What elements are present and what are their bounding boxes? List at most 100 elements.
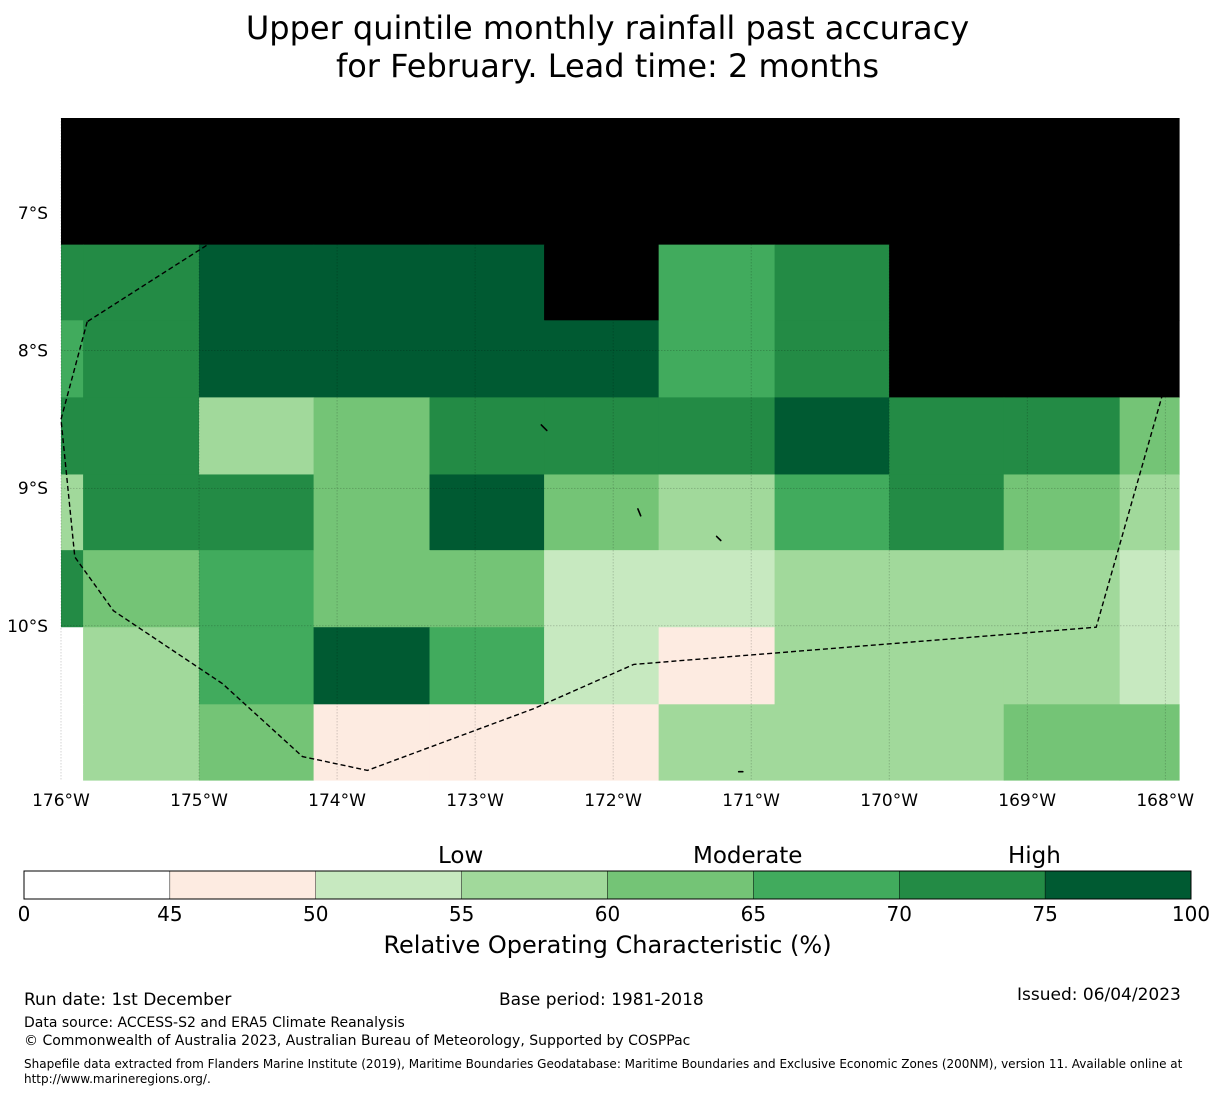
longitude-label: 171°W (722, 791, 780, 811)
longitude-label: 172°W (584, 791, 642, 811)
colorbar-tick-label: 100 (1171, 902, 1211, 926)
grid-cell (83, 550, 200, 628)
grid-cell (889, 244, 1005, 321)
colorbar-axis-label: Relative Operating Characteristic (%) (383, 931, 832, 959)
grid-cell (1003, 550, 1121, 628)
grid-cell (658, 397, 776, 476)
grid-cell (1119, 474, 1180, 551)
grid-cell (544, 244, 660, 321)
grid-cell (83, 118, 200, 246)
grid-cell (1003, 704, 1121, 781)
grid-cell (544, 550, 660, 628)
grid-cell (429, 474, 545, 551)
grid-cell (61, 474, 84, 551)
grid-cell (83, 627, 200, 705)
grid-cell (429, 397, 545, 476)
grid-cell (429, 627, 545, 705)
grid-cell (313, 550, 431, 628)
grid-cell (658, 704, 776, 781)
grid-cell (774, 474, 890, 551)
grid-cell (544, 704, 660, 781)
grid-cell (199, 244, 315, 321)
data-source: Data source: ACCESS-S2 and ERA5 Climate … (24, 1015, 405, 1031)
longitude-label: 173°W (446, 791, 504, 811)
grid-cell (83, 474, 200, 551)
island-nukunonu (637, 508, 642, 517)
grid-cell (658, 627, 776, 705)
longitude-label: 176°W (32, 791, 90, 811)
grid-cell (313, 320, 431, 398)
grid-cell (544, 627, 660, 705)
colorbar-tick-label: 0 (17, 902, 31, 926)
run-date: Run date: 1st December (24, 990, 232, 1010)
grid-cell (83, 244, 200, 321)
grid-cell (1119, 244, 1180, 321)
grid-cell (774, 118, 890, 246)
colorbar-segment (315, 870, 462, 900)
issued-date: Issued: 06/04/2023 (1017, 985, 1181, 1005)
grid-cell (658, 118, 776, 246)
latitude-label: 8°S (18, 342, 48, 362)
colorbar (23, 870, 1192, 900)
grid-cell (199, 118, 315, 246)
grid-cell (199, 704, 315, 781)
grid-cell (544, 474, 660, 551)
grid-cell (313, 397, 431, 476)
colorbar-segment (607, 870, 754, 900)
grid-cell (1003, 397, 1121, 476)
grid-cell (889, 118, 1005, 246)
grid-cell (429, 550, 545, 628)
colorbar-tick-label: 65 (740, 902, 767, 926)
grid-cell (199, 320, 315, 398)
grid-cell (889, 704, 1005, 781)
map-title-line-2: for February. Lead time: 2 months (335, 47, 880, 85)
grid-cell (61, 244, 84, 321)
grid-cell (889, 550, 1005, 628)
grid-cell (1003, 118, 1121, 246)
grid-cell (774, 397, 890, 476)
grid-cell (429, 118, 545, 246)
grid-cell (199, 397, 315, 476)
grid-cell (1119, 550, 1180, 628)
grid-cell (774, 627, 890, 705)
colorbar-segment (899, 870, 1046, 900)
latitude-label: 7°S (18, 204, 48, 224)
grid-cell (544, 320, 660, 398)
colorbar-tick-label: 55 (448, 902, 475, 926)
grid-cell (313, 627, 431, 705)
grid-cell (429, 320, 545, 398)
grid-cell (1003, 474, 1121, 551)
grid-cell (889, 474, 1005, 551)
grid-cell (889, 397, 1005, 476)
grid-cell (1003, 244, 1121, 321)
grid-cell (774, 320, 890, 398)
latitude-label: 9°S (18, 479, 48, 499)
islands-layer (540, 424, 744, 773)
grid-cell (83, 320, 200, 398)
grid-cell (199, 474, 315, 551)
grid-cell (83, 397, 200, 476)
colorbar-tick-label: 70 (886, 902, 912, 926)
grid-cell (199, 550, 315, 628)
grid-cell (544, 118, 660, 246)
grid-cell (61, 704, 84, 781)
grid-cell (1119, 704, 1180, 781)
longitude-label: 168°W (1136, 791, 1194, 811)
grid-cell (658, 320, 776, 398)
colorbar-frame (23, 870, 1192, 900)
grid-cell (658, 244, 776, 321)
grid-cell (1003, 320, 1121, 398)
grid-cell (313, 704, 431, 781)
eez-boundary-layer (60, 140, 1166, 772)
longitude-label: 174°W (308, 791, 366, 811)
colorbar-tick-label: 45 (157, 902, 183, 926)
graticule (60, 118, 1179, 780)
colorbar-tick-label: 75 (1032, 902, 1058, 926)
grid-cell (1119, 118, 1180, 246)
colorbar-segment (1044, 870, 1192, 900)
colorbar-segment (461, 870, 608, 900)
map-title-line-1: Upper quintile monthly rainfall past acc… (245, 9, 970, 47)
colorbar-segment (169, 870, 316, 900)
grid-cell (889, 627, 1005, 705)
